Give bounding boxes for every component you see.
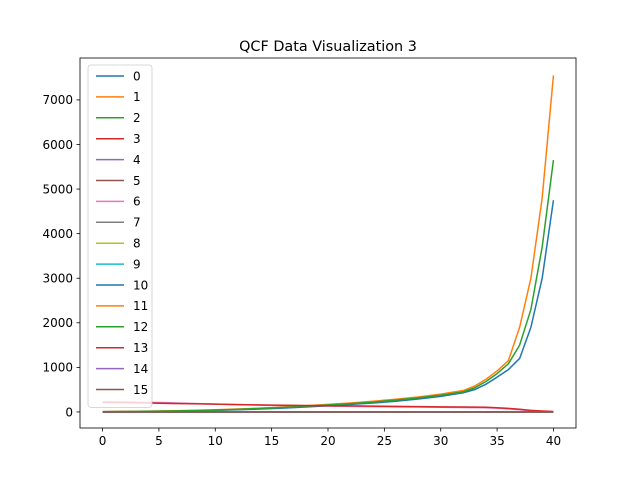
legend-label-15: 15 xyxy=(133,383,148,397)
y-tick-label: 6000 xyxy=(42,138,73,152)
legend-label-1: 1 xyxy=(133,90,141,104)
x-tick-label: 35 xyxy=(489,434,504,448)
y-tick-label: 1000 xyxy=(42,361,73,375)
legend-label-2: 2 xyxy=(133,111,141,125)
series-layer xyxy=(102,75,555,413)
y-tick-label: 5000 xyxy=(42,182,73,196)
y-tick-label: 0 xyxy=(65,405,73,419)
x-tick-label: 5 xyxy=(155,434,163,448)
x-tick-label: 25 xyxy=(377,434,392,448)
plot-frame xyxy=(79,57,577,429)
chart-title: QCF Data Visualization 3 xyxy=(239,39,417,55)
y-tick-label: 4000 xyxy=(42,227,73,241)
legend-label-14: 14 xyxy=(133,362,148,376)
legend-label-0: 0 xyxy=(133,69,141,83)
legend-label-10: 10 xyxy=(133,278,148,292)
series-line-11 xyxy=(102,75,555,413)
x-tick-label: 40 xyxy=(546,434,561,448)
x-tick-label: 0 xyxy=(99,434,107,448)
x-tick-label: 20 xyxy=(320,434,335,448)
tick-layer: 0 5 10 15 20 25 30 35 40010002000300040005000600… xyxy=(42,93,561,448)
legend-label-7: 7 xyxy=(133,216,141,230)
legend-label-8: 8 xyxy=(133,237,141,251)
x-tick-label: 30 xyxy=(433,434,448,448)
legend-label-5: 5 xyxy=(133,174,141,188)
y-tick-label: 7000 xyxy=(42,93,73,107)
y-tick-label: 3000 xyxy=(42,272,73,286)
series-line-12 xyxy=(102,159,555,413)
x-tick-label: 15 xyxy=(264,434,279,448)
legend-label-4: 4 xyxy=(133,153,141,167)
legend-label-3: 3 xyxy=(133,132,141,146)
legend-label-9: 9 xyxy=(133,257,141,271)
legend-frame xyxy=(87,64,153,408)
legend-label-11: 11 xyxy=(133,299,148,313)
legend-label-12: 12 xyxy=(133,320,148,334)
legend-label-13: 13 xyxy=(133,341,148,355)
y-tick-label: 2000 xyxy=(42,316,73,330)
x-tick-label: 10 xyxy=(208,434,223,448)
legend-label-6: 6 xyxy=(133,195,141,209)
series-line-13 xyxy=(102,401,554,413)
